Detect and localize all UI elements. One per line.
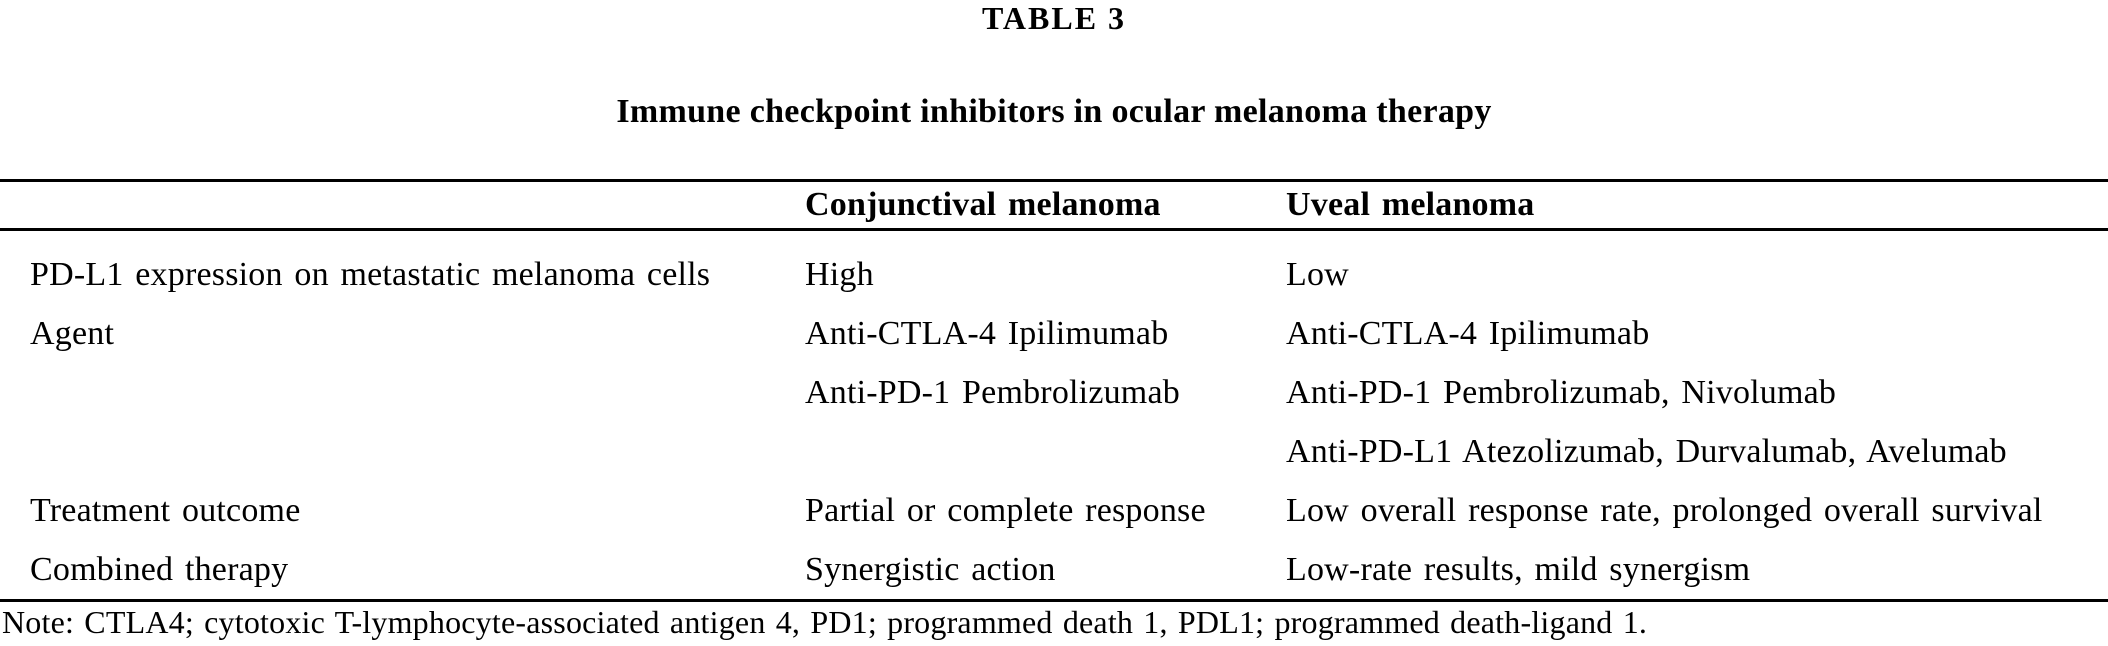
cell-conjunctival-combined: Synergistic action [805,550,1056,588]
table-row: Combined therapy Synergistic action Low-… [0,540,2108,601]
row-label-pdl1-expression: PD-L1 expression on metastatic melanoma … [30,255,711,293]
cell-uveal-pdl1: Low [1286,255,1349,293]
data-table: Conjunctival melanoma Uveal melanoma PD-… [0,179,2108,602]
cell-uveal-outcome: Low overall response rate, prolonged ove… [1286,491,2043,529]
row-label-agent: Agent [30,314,115,352]
row-label-combined-therapy: Combined therapy [30,550,289,588]
table-row: Anti-PD-1 Pembrolizumab Anti-PD-1 Pembro… [0,363,2108,422]
cell-conjunctival-outcome: Partial or complete response [805,491,1206,529]
header-cell-row-labels [0,180,805,231]
table-number-label: TABLE 3 [981,0,1127,36]
cell-uveal-agent-1: Anti-CTLA-4 Ipilimumab [1286,314,1650,352]
cell-conjunctival-pdl1: High [805,255,874,293]
header-cell-uveal-melanoma: Uveal melanoma [1286,180,2108,231]
table-header-row: Conjunctival melanoma Uveal melanoma [0,180,2108,231]
header-cell-conjunctival-melanoma: Conjunctival melanoma [805,180,1286,231]
row-label-empty [0,422,805,481]
row-label-empty [0,363,805,422]
cell-uveal-combined: Low-rate results, mild synergism [1286,550,1751,588]
row-label-treatment-outcome: Treatment outcome [30,491,301,529]
table-row: Agent Anti-CTLA-4 Ipilimumab Anti-CTLA-4… [0,304,2108,363]
cell-conjunctival-agent-3 [805,422,1286,481]
table-row: Treatment outcome Partial or complete re… [0,481,2108,540]
cell-conjunctival-agent-2: Anti-PD-1 Pembrolizumab [805,373,1180,411]
table-row: PD-L1 expression on metastatic melanoma … [0,230,2108,305]
cell-uveal-agent-2: Anti-PD-1 Pembrolizumab, Nivolumab [1286,373,1837,411]
cell-uveal-agent-3: Anti-PD-L1 Atezolizumab, Durvalumab, Ave… [1286,432,2007,470]
table-caption: Immune checkpoint inhibitors in ocular m… [616,93,1492,130]
cell-conjunctival-agent-1: Anti-CTLA-4 Ipilimumab [805,314,1169,352]
table-footnote: Note: CTLA4; cytotoxic T-lymphocyte-asso… [2,604,1648,640]
table-row: Anti-PD-L1 Atezolizumab, Durvalumab, Ave… [0,422,2108,481]
